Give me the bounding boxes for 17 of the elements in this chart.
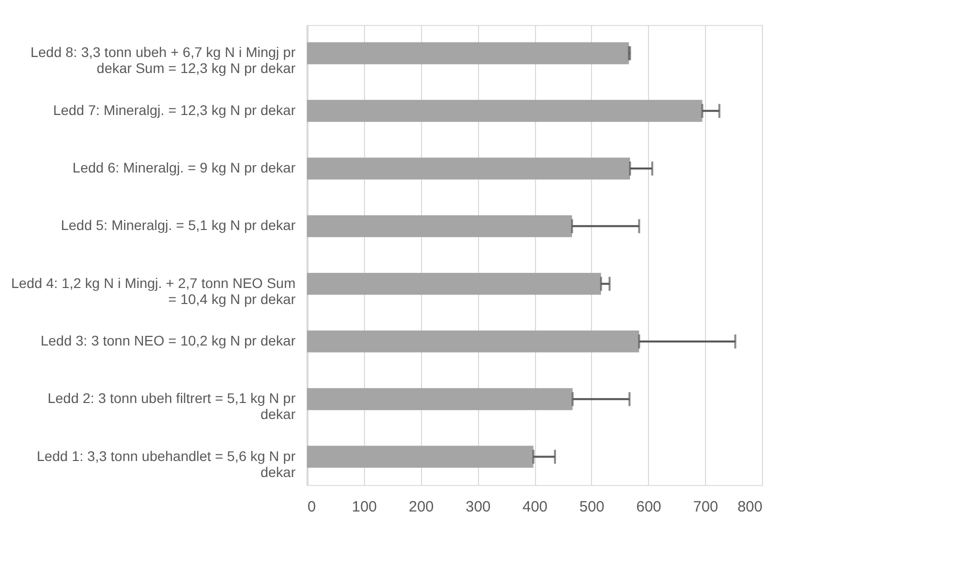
x-tick-label: 500: [579, 498, 604, 516]
y-tick-label: Ledd 6: Mineralgj. = 9 kg N pr dekar: [72, 160, 296, 176]
x-tick-label: 400: [522, 498, 548, 516]
y-tick-label: Ledd 3: 3 tonn NEO = 10,2 kg N pr dekar: [40, 332, 296, 348]
x-tick-label: 100: [352, 498, 377, 516]
y-tick-label: Ledd 4: 1,2 kg N i Mingj. + 2,7 tonn NEO Sum = 10,4 kg N pr dekar: [11, 274, 296, 307]
y-tick-label: Ledd 2: 3 tonn ubeh filtrert = 5,1 kg N pr dekar: [48, 390, 296, 422]
x-tick-label: 700: [693, 498, 718, 516]
y-tick-label: Ledd 7: Mineralgj. = 12,3 kg N pr dekar: [53, 102, 296, 118]
x-tick-label: 800: [737, 498, 762, 516]
y-tick-label: Ledd 1: 3,3 tonn ubehandlet = 5,6 kg N pr dekar: [36, 448, 296, 480]
x-tick-label: 300: [466, 498, 491, 516]
x-tick-label: 200: [408, 498, 434, 516]
y-tick-label: Ledd 8: 3,3 tonn ubeh + 6,7 kg N i Mingj pr dekar Sum = 12,3 kg N pr dekar: [30, 44, 296, 76]
x-tick-label: 0: [308, 498, 316, 516]
x-tick-label: 600: [636, 498, 662, 516]
y-tick-label: Ledd 5: Mineralgj. = 5,1 kg N pr dekar: [60, 217, 296, 234]
